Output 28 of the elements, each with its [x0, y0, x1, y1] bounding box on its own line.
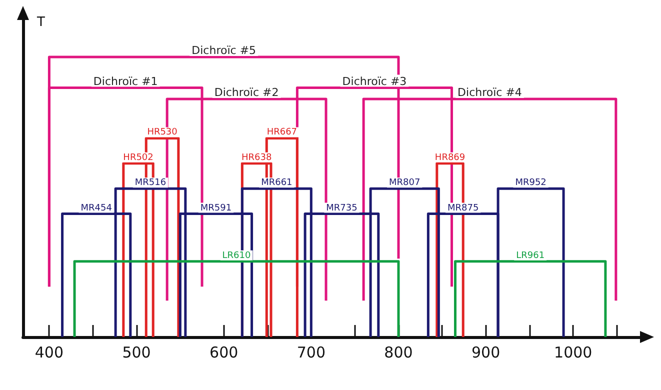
series-label: MR875 — [448, 203, 479, 214]
series-label: Dichroïc #3 — [342, 74, 407, 88]
series-label: MR661 — [261, 178, 292, 188]
x-tick-label: 500 — [122, 344, 151, 362]
x-tick-label: 700 — [296, 344, 326, 362]
x-tick-label: 900 — [471, 344, 500, 362]
series-label: HR869 — [434, 152, 466, 163]
series-label: HR502 — [123, 152, 154, 163]
x-tick-label: 400 — [34, 344, 64, 362]
x-tick-label: 600 — [210, 344, 238, 362]
series-label: LR610 — [222, 250, 251, 261]
y-axis-title: T — [36, 15, 45, 30]
series-label: MR952 — [515, 178, 546, 188]
series-label: MR735 — [326, 203, 358, 214]
x-tick-label: 800 — [384, 344, 413, 362]
series-label: HR638 — [241, 152, 272, 163]
series-label: LR961 — [516, 250, 545, 261]
series-label: Dichroïc #1 — [93, 74, 158, 88]
series-label: HR667 — [266, 128, 298, 138]
series-label: MR807 — [389, 178, 420, 188]
x-tick-label: 1000 — [554, 344, 592, 362]
series-label: Dichroïc #2 — [214, 86, 279, 99]
series-label: MR591 — [200, 203, 232, 214]
series-label: Dichroïc #5 — [192, 44, 256, 57]
series-label: MR516 — [134, 178, 166, 188]
series-label: MR454 — [80, 203, 112, 214]
series-label: Dichroïc #4 — [458, 86, 522, 99]
series-label: HR530 — [147, 128, 178, 138]
